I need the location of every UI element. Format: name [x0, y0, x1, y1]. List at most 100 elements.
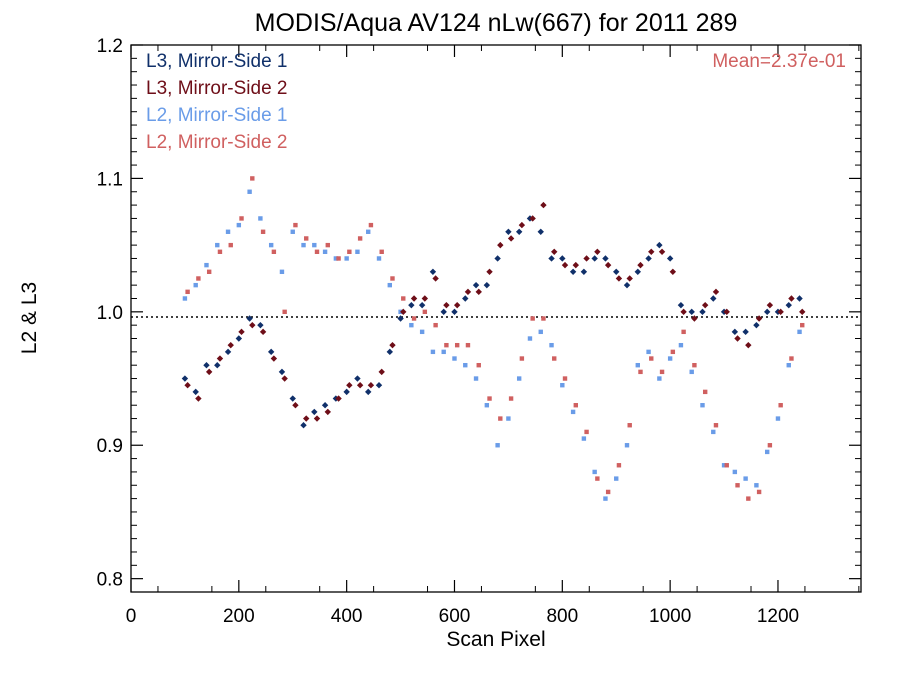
data-point: [667, 356, 673, 361]
data-point: [217, 249, 223, 254]
data-point: [713, 423, 719, 428]
data-point: [304, 236, 309, 241]
data-point: [691, 315, 698, 322]
data-point: [800, 322, 805, 328]
data-point: [454, 342, 460, 348]
data-point: [604, 261, 612, 269]
data-point: [777, 308, 784, 316]
data-point: [475, 288, 482, 296]
x-tick-label: 1200: [757, 606, 799, 627]
data-point: [476, 362, 481, 368]
data-point: [689, 369, 694, 375]
data-point: [602, 255, 609, 262]
data-point: [267, 348, 275, 356]
data-point: [260, 229, 266, 234]
data-point: [444, 342, 449, 348]
data-point: [785, 301, 792, 309]
data-point: [301, 242, 306, 248]
data-point: [225, 229, 231, 234]
data-point: [433, 322, 438, 328]
data-point: [540, 201, 547, 209]
data-point: [775, 416, 781, 421]
data-point: [743, 476, 748, 481]
y-tick-label: 1.1: [97, 169, 123, 190]
data-point: [778, 403, 783, 408]
data-point: [506, 416, 511, 421]
data-point: [624, 443, 630, 448]
data-point: [333, 256, 339, 261]
data-point: [527, 336, 533, 341]
mean-annotation: Mean=2.37e-01: [712, 51, 846, 72]
data-point: [508, 396, 514, 401]
data-point: [734, 335, 741, 342]
data-point: [627, 423, 632, 428]
data-point: [336, 256, 341, 261]
data-point: [592, 469, 597, 475]
data-point: [400, 308, 407, 316]
data-point: [343, 388, 350, 396]
data-point: [300, 422, 307, 429]
data-point: [670, 349, 676, 355]
data-point: [464, 288, 472, 296]
data-point: [537, 228, 544, 235]
plot-area: [130, 44, 862, 593]
data-point: [572, 261, 579, 269]
data-point: [292, 402, 299, 409]
data-point: [387, 282, 392, 288]
data-point: [418, 301, 426, 309]
data-point: [561, 261, 569, 269]
data-point: [745, 341, 752, 349]
legend: L3, Mirror-Side 1 L3, Mirror-Side 2 L2, …: [146, 51, 288, 153]
data-point: [677, 301, 685, 309]
data-point: [451, 308, 458, 316]
data-point: [702, 389, 708, 395]
data-point: [463, 362, 468, 368]
data-point: [483, 281, 491, 289]
data-point: [723, 308, 730, 316]
data-point: [583, 255, 590, 262]
data-point: [584, 429, 589, 435]
y-tick-label: 1.2: [97, 36, 123, 57]
data-point: [432, 275, 439, 282]
data-point: [354, 375, 361, 382]
data-point: [581, 436, 587, 441]
data-point: [616, 463, 622, 468]
data-point: [401, 296, 406, 301]
data-point: [516, 376, 522, 381]
data-point: [656, 241, 663, 249]
data-point: [346, 382, 353, 389]
data-point: [367, 382, 375, 389]
data-point: [205, 368, 213, 376]
data-point: [658, 248, 666, 255]
data-point: [419, 329, 425, 335]
data-point: [700, 403, 705, 408]
x-tick-label: 400: [331, 606, 363, 627]
data-point: [732, 469, 738, 475]
plot-frame: [130, 44, 862, 593]
data-point: [669, 268, 677, 276]
data-point: [646, 349, 651, 355]
data-point: [472, 281, 480, 289]
series-1: [184, 201, 806, 422]
data-point: [549, 342, 554, 348]
data-point: [185, 289, 190, 295]
data-point: [379, 249, 384, 254]
data-point: [386, 348, 393, 356]
data-point: [755, 315, 763, 322]
data-point: [409, 322, 414, 328]
data-point: [645, 255, 652, 262]
data-point: [206, 269, 212, 275]
data-point: [699, 308, 706, 316]
data-point: [324, 408, 331, 416]
data-point: [228, 242, 233, 248]
data-point: [347, 249, 352, 254]
data-point: [322, 249, 328, 254]
y-axis-label: L2 & L3: [18, 282, 41, 354]
data-point: [638, 369, 643, 375]
data-point: [626, 275, 633, 282]
data-point: [215, 242, 220, 248]
data-point: [649, 356, 654, 361]
data-point: [796, 295, 803, 302]
x-tick-label: 200: [223, 606, 255, 627]
